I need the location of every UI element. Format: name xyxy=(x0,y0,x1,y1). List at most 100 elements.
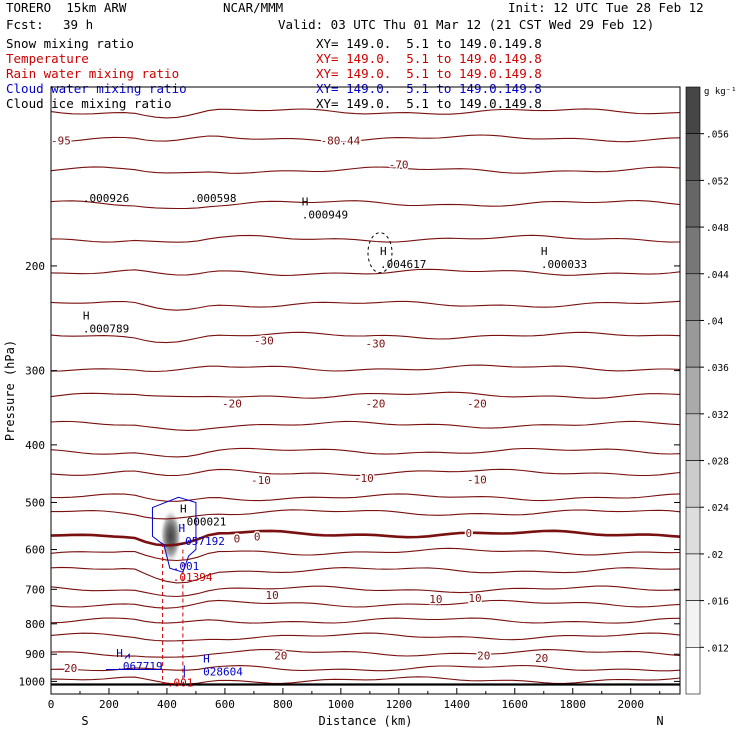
temperature-label: -30 xyxy=(254,335,274,348)
temperature-label: 20 xyxy=(64,662,77,675)
temperature-label: 20 xyxy=(274,650,287,663)
colorbar-box xyxy=(685,133,701,181)
temperature-contour xyxy=(50,108,681,119)
temperature-contour xyxy=(50,664,681,672)
temperature-label: -20 xyxy=(467,398,487,411)
temperature-label: -30 xyxy=(366,337,386,350)
x-tick-label: 800 xyxy=(273,698,293,711)
colorbar-level: .028 xyxy=(706,457,729,468)
temperature-contour xyxy=(50,676,681,685)
fcst-value: 39 h xyxy=(63,17,94,32)
temperature-contour xyxy=(50,300,681,311)
temperature-label: -20 xyxy=(222,398,242,411)
temperature-contour xyxy=(50,632,681,642)
x-tick-label: 2000 xyxy=(617,698,644,711)
plot-frame xyxy=(50,86,681,695)
colorbar-level: .04 xyxy=(706,316,723,327)
endpoint-right: N xyxy=(656,714,663,728)
colorbar-box xyxy=(685,600,701,648)
snow-contour xyxy=(367,232,393,274)
y-tick-label: 800 xyxy=(25,618,45,631)
temperature-contour xyxy=(50,468,681,477)
temperature-contour xyxy=(50,166,681,174)
cloud-water-label: .067719 xyxy=(116,660,162,673)
temperature-label: -10 xyxy=(354,472,374,485)
temperature-label: -70 xyxy=(389,158,409,171)
colorbar-level: .036 xyxy=(706,363,729,374)
x-tick-label: 1400 xyxy=(444,698,471,711)
temperature-label: 0 xyxy=(466,527,473,540)
y-tick-label: 600 xyxy=(25,544,45,557)
legend-cloudwater-xy: XY= 149.0. 5.1 to 149.0.149.8 xyxy=(316,81,542,96)
temperature-contour xyxy=(50,134,681,143)
cloud-water-high-marker: H xyxy=(179,522,186,535)
x-tick-label: 200 xyxy=(99,698,119,711)
init-time: Init: 12 UTC Tue 28 Feb 12 xyxy=(508,0,704,15)
y-tick-label: 900 xyxy=(25,648,45,661)
snow-high-marker: H xyxy=(380,245,387,258)
x-axis-label: Distance (km) xyxy=(319,714,413,728)
legend-rain-xy: XY= 149.0. 5.1 to 149.0.149.8 xyxy=(316,66,542,81)
y-tick-label: 200 xyxy=(25,260,45,273)
colorbar-level: .024 xyxy=(706,503,729,514)
org-label: NCAR/MMM xyxy=(223,0,284,15)
legend-snow-xy: XY= 149.0. 5.1 to 149.0.149.8 xyxy=(316,36,542,51)
colorbar-box xyxy=(685,320,701,368)
x-tick-label: 1800 xyxy=(560,698,587,711)
snow-high-marker: H xyxy=(180,502,187,515)
cloud-water-contour xyxy=(151,496,197,573)
colorbar-box xyxy=(685,553,701,601)
y-axis-label: Pressure (hPa) xyxy=(3,340,17,441)
cloud-water-contour xyxy=(106,662,162,671)
x-tick-label: 600 xyxy=(215,698,235,711)
temperature-contour xyxy=(51,509,681,520)
legend-cloudwater-label: Cloud water mixing ratio xyxy=(6,81,187,96)
y-tick-label: 300 xyxy=(25,365,45,378)
snow-label: .000033 xyxy=(541,258,587,271)
snow-high-marker: H xyxy=(83,310,90,323)
cloud-water-contour xyxy=(124,653,130,659)
temperature-contour xyxy=(50,566,681,584)
temperature-contour xyxy=(50,649,681,658)
colorbar-box xyxy=(685,413,701,461)
temperature-contour xyxy=(50,200,681,210)
temperature-contour xyxy=(50,547,681,562)
temperature-contour xyxy=(50,493,681,502)
cloud-water-label: .001 xyxy=(173,560,200,573)
snow-label: .000949 xyxy=(302,208,348,221)
snow-label: .000021 xyxy=(180,515,226,528)
temperature-contour xyxy=(50,268,681,276)
endpoint-left: S xyxy=(81,714,88,728)
temperature-label: 0 xyxy=(234,533,241,546)
valid-time: Valid: 03 UTC Thu 01 Mar 12 (21 CST Wed … xyxy=(278,17,655,32)
temperature-label: 0 xyxy=(254,530,261,543)
temperature-contour xyxy=(50,331,681,344)
y-tick-label: 1000 xyxy=(19,675,46,688)
cloud-water-label: 028604 xyxy=(203,666,243,679)
x-tick-label: 0 xyxy=(48,698,55,711)
temperature-label: -10 xyxy=(251,474,271,487)
colorbar-level: .048 xyxy=(706,223,729,234)
temperature-contour xyxy=(50,391,681,399)
snow-high-marker: H xyxy=(302,195,309,208)
legend-cloudice-label: Cloud ice mixing ratio xyxy=(6,96,172,111)
temperature-contour xyxy=(50,234,681,243)
fcst-label: Fcst: xyxy=(6,17,44,32)
colorbar-box xyxy=(685,506,701,555)
y-tick-label: 400 xyxy=(25,439,45,452)
colorbar-box xyxy=(685,226,701,275)
y-tick-label: 500 xyxy=(25,496,45,509)
temperature-label: 10 xyxy=(265,589,278,602)
temperature-contour xyxy=(50,529,681,547)
x-tick-label: 1200 xyxy=(386,698,413,711)
cloud-water-high-marker: H xyxy=(116,647,123,660)
y-tick-label: 700 xyxy=(25,583,45,596)
temperature-label: 20 xyxy=(477,650,490,663)
snow-label: .000926 xyxy=(83,192,129,205)
x-tick-label: 400 xyxy=(157,698,177,711)
colorbar-box xyxy=(685,180,701,228)
colorbar-level: .032 xyxy=(706,410,729,421)
colorbar-box xyxy=(685,273,701,321)
colorbar-box xyxy=(685,86,701,134)
